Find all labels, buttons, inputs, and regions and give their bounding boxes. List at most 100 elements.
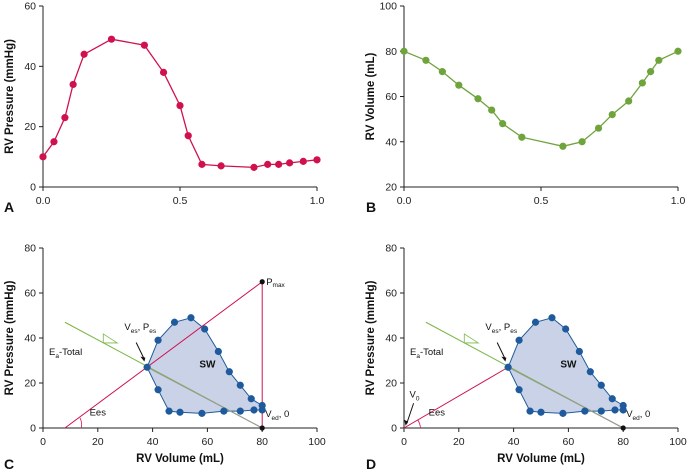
data-point (400, 47, 408, 55)
y-tick-label: 60 (385, 288, 397, 300)
y-tick-label: 20 (385, 182, 397, 194)
data-point (594, 124, 603, 132)
loop-point (143, 363, 151, 371)
loop-point (247, 395, 255, 403)
ees-label: Ees (90, 408, 107, 419)
data-point (422, 56, 430, 64)
data-point (184, 132, 192, 140)
loop-point (187, 314, 195, 322)
x-tick-label: 1.0 (310, 195, 325, 207)
panel-letter: B (366, 199, 376, 215)
ved-point (259, 425, 265, 431)
loop-point (597, 407, 605, 415)
y-tick-label: 40 (385, 136, 397, 148)
data-point (518, 133, 526, 141)
ved-label: Ved, 0 (626, 409, 650, 422)
y-tick-label: 20 (24, 121, 36, 133)
v0-part: V (409, 390, 416, 401)
pmax-point (259, 279, 265, 285)
data-point (455, 81, 463, 89)
loop-point (154, 336, 162, 344)
data-point (264, 160, 272, 168)
x-tick-label: 1.0 (671, 195, 686, 207)
ees-line (64, 281, 263, 429)
ved-part: , 0 (279, 409, 290, 420)
x-axis-label: RV Volume (mL) (497, 453, 585, 465)
ea-sub: a (416, 353, 420, 360)
panel-letter: A (4, 199, 14, 215)
ves-pes-part: , P (499, 322, 511, 333)
x-tick-label: 60 (202, 436, 214, 448)
y-tick-label: 20 (24, 378, 36, 390)
x-tick-label: 0.0 (36, 195, 51, 207)
ves-pes-part: V (124, 322, 131, 333)
loop-point (586, 368, 594, 376)
loop-point (198, 409, 206, 417)
data-point (198, 160, 206, 168)
data-point (50, 138, 58, 146)
loop-point (562, 325, 570, 333)
ea-main: E (49, 347, 55, 358)
data-point (638, 79, 646, 87)
loop-point (515, 336, 523, 344)
ves-pes-part: V (485, 322, 492, 333)
panel-b: 20 40 60 80 100 0.0 0.5 1.0 RV Volume (mL) B (365, 1, 685, 216)
ves-pes-part: es (492, 328, 500, 335)
loop-point (526, 407, 534, 415)
ea-total-gray-line (146, 366, 263, 429)
ees-arc (79, 417, 83, 429)
pmax-label: Pmax (266, 277, 285, 289)
data-point (608, 111, 616, 119)
y-tick-label: 80 (24, 243, 36, 255)
ea-suffix: -Total (420, 347, 443, 358)
loop-point (201, 325, 209, 333)
ea-slope-marker (463, 333, 480, 344)
loop-point (581, 407, 589, 415)
ves-arrow-line (496, 342, 506, 360)
x-tick-label: 0 (401, 436, 407, 448)
loop-point (225, 368, 233, 376)
loop-point (214, 347, 222, 356)
ves-pes-part: es (131, 328, 139, 335)
y-tick-label: 100 (379, 1, 397, 13)
loop-point (258, 406, 266, 414)
data-point (488, 106, 496, 114)
ea-total-gray-line (507, 366, 624, 429)
ved-part: ed (272, 415, 280, 422)
data-point (159, 68, 168, 76)
y-tick-label: 80 (385, 46, 397, 58)
ved-part: ed (633, 415, 641, 422)
pmax-part: P (266, 277, 272, 288)
ved-part: , 0 (640, 409, 651, 420)
panel-c: 0 20 40 60 80 0 20 40 60 80 100 RV Pressure (mmHg) R… (4, 243, 326, 472)
loop-point (250, 406, 258, 414)
loop-point (559, 409, 567, 417)
ves-arrow-head (140, 356, 146, 362)
v0-arrow-head (404, 419, 409, 426)
loop-point (154, 386, 162, 394)
data-point (655, 56, 663, 64)
y-tick-label: 40 (385, 333, 397, 345)
data-point (80, 50, 88, 58)
y-tick-label: 0 (30, 182, 36, 194)
loop-point (165, 407, 173, 415)
ved-label: Ved, 0 (265, 409, 289, 422)
data-point (286, 159, 294, 167)
v0-arrow-line (406, 403, 415, 424)
data-point (578, 138, 586, 146)
data-point (438, 68, 446, 76)
y-axis-label: RV Pressure (mmHg) (365, 280, 377, 395)
x-axis-label: RV Volume (mL) (136, 453, 224, 465)
ves-arrow-head (501, 356, 507, 362)
loop-point (597, 381, 605, 389)
loop-point (619, 406, 627, 414)
x-tick-label: 0.5 (534, 195, 549, 207)
y-axis-label: RV Pressure (mmHg) (4, 39, 16, 154)
ves-pes-label: Ves, Pes (124, 322, 156, 335)
y-tick-label: 60 (24, 1, 36, 13)
x-tick-label: 100 (669, 436, 687, 448)
ees-line (403, 366, 509, 429)
y-tick-label: 40 (24, 333, 36, 345)
y-tick-label: 0 (30, 423, 36, 435)
